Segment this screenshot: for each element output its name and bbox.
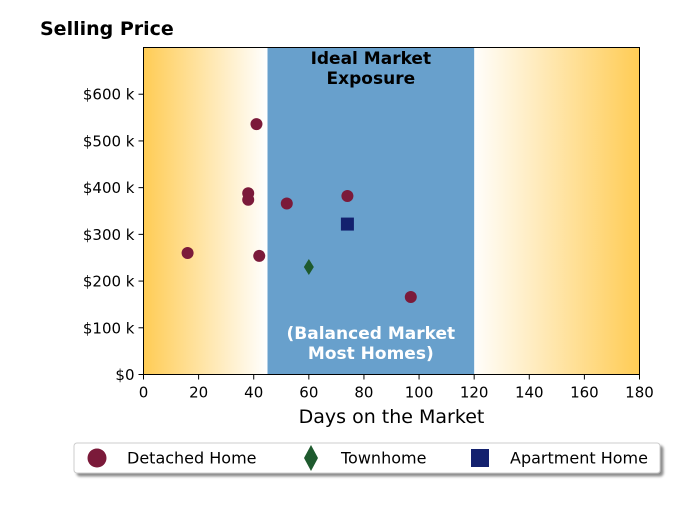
x-axis: 0 20 40 60 80 100 120 140 160 180	[139, 374, 654, 402]
legend-box	[73, 442, 661, 474]
x-tick-label: 180	[625, 384, 654, 402]
legend-marker-townhome	[304, 445, 318, 471]
legend-marker-apartment-home	[471, 449, 489, 467]
x-axis-label: Days on the Market	[299, 406, 485, 428]
detached-home-point-0	[181, 247, 194, 260]
detached-home-point-2	[242, 193, 255, 206]
legend-marker-detached-home	[87, 448, 107, 468]
detached-home-point-6	[341, 190, 354, 203]
x-tick-label: 0	[139, 384, 149, 402]
legend-label: Apartment Home	[510, 449, 648, 468]
legend-label: Detached Home	[127, 449, 257, 468]
plot-area: Ideal Market Exposure (Balanced Market Mos…	[143, 47, 640, 375]
detached-home-point-5	[280, 197, 293, 210]
detached-home-point-3	[250, 118, 263, 131]
y-tick-label: $600 k	[83, 86, 135, 104]
x-tick-label: 100	[405, 384, 434, 402]
data-markers	[181, 118, 417, 303]
x-tick-label: 80	[354, 384, 373, 402]
detached-home-point-4	[253, 249, 266, 262]
y-tick-label: $100 k	[83, 319, 135, 337]
x-tick-label: 140	[515, 384, 544, 402]
x-tick-label: 160	[570, 384, 599, 402]
plot-frame	[143, 47, 640, 375]
y-tick-label: $500 k	[83, 132, 135, 150]
band-label-top: Ideal Market Exposure	[311, 49, 432, 89]
x-tick-label: 20	[189, 384, 208, 402]
townhome-point-0	[303, 259, 314, 276]
x-tick-label: 40	[244, 384, 263, 402]
balanced-market-band	[267, 47, 475, 375]
apartment-home-point-0	[340, 217, 354, 231]
x-tick-label: 120	[460, 384, 489, 402]
y-tick-label: $0	[115, 366, 134, 384]
y-tick-label: $400 k	[83, 179, 135, 197]
y-tick-label: $200 k	[83, 273, 135, 291]
band-label-bottom: (Balanced Market Most Homes)	[287, 324, 456, 364]
detached-home-point-7	[404, 290, 417, 303]
x-tick-label: 60	[299, 384, 318, 402]
y-tick-label: $300 k	[83, 226, 135, 244]
y-axis: $0 $100 k $200 k $300 k $400 k $500 k $600 k	[83, 86, 144, 384]
legend: Detached Home Townhome Apartment Home	[73, 442, 661, 474]
chart-title: Selling Price	[40, 18, 174, 40]
legend-label: Townhome	[340, 449, 426, 468]
